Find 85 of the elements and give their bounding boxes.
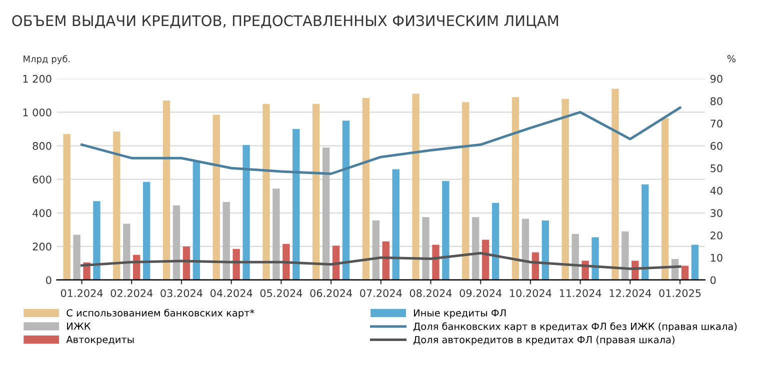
bar: [691, 244, 699, 280]
bar: [272, 188, 280, 280]
y2-tick-label: 30: [710, 209, 722, 217]
bar: [242, 144, 250, 280]
legend-label: ИЖК: [67, 322, 91, 330]
x-tick-label: 01.2025: [659, 289, 701, 298]
bar: [681, 266, 689, 280]
y-tick-label: 200: [32, 242, 52, 251]
bar: [661, 118, 669, 280]
bar: [482, 240, 490, 280]
line-series: [80, 252, 682, 270]
bar: [572, 234, 579, 280]
bar: [362, 98, 370, 280]
legend-label: Доля автокредитов в кредитах ФЛ (правая шкала): [414, 336, 674, 346]
y-tick-label: 400: [32, 209, 52, 217]
y2-tick-label: 80: [710, 97, 722, 106]
x-tick-label: 05.2024: [260, 289, 302, 298]
bar: [222, 202, 230, 280]
bar: [73, 234, 80, 280]
bar: [522, 218, 530, 280]
y2-tick-label: 10: [710, 254, 722, 262]
bar: [113, 132, 120, 280]
bar: [592, 237, 599, 280]
legend-label: Автокредиты: [66, 336, 134, 346]
bar: [142, 182, 150, 280]
bar: [412, 94, 420, 280]
bar: [642, 184, 649, 280]
legend-label: Доля банковских карт в кредитах ФЛ без ИЖК (правая шкала): [414, 322, 737, 332]
chart-title: ОБЪЕМ ВЫДАЧИ КРЕДИТОВ, ПРЕДОСТАВЛЕННЫХ ФИЗИЧЕСКИМ ЛИЦАМ: [12, 15, 558, 28]
bar: [492, 202, 500, 280]
bar: [392, 169, 400, 280]
x-tick-label: 06.2024: [310, 289, 352, 298]
y2-tick-label: 90: [710, 74, 722, 83]
x-tick-label: 09.2024: [460, 289, 502, 298]
y2-tick-label: 40: [710, 186, 722, 195]
x-tick-label: 02.2024: [110, 289, 153, 298]
x-tick-label: 01.2024: [60, 289, 103, 298]
y2-tick-label: 70: [710, 120, 722, 128]
x-tick-label: 10.2024: [510, 289, 552, 298]
bar: [432, 244, 440, 280]
y-tick-label: 600: [32, 176, 52, 184]
bar: [422, 217, 430, 280]
bar: [512, 97, 520, 280]
bar: [212, 114, 220, 280]
bar: [322, 147, 330, 280]
x-tick-label: 12.2024: [610, 289, 652, 298]
x-tick-label: 08.2024: [410, 289, 452, 298]
y-tick-label: 1 200: [23, 74, 52, 83]
bar: [442, 181, 450, 280]
bar: [462, 102, 470, 280]
bar: [93, 201, 100, 280]
bar: [612, 88, 619, 280]
line-series: [80, 106, 682, 175]
x-tick-label: 11.2024: [560, 289, 602, 298]
bar: [172, 205, 180, 280]
bar: [472, 217, 480, 280]
y2-tick-label: 0: [710, 276, 716, 284]
bar: [542, 220, 549, 280]
y-axis-title: Млрд руб.: [24, 55, 70, 64]
y-tick-label: 1 000: [23, 108, 52, 116]
bar: [282, 244, 290, 280]
bar: [382, 241, 390, 280]
y-tick-label: 800: [32, 142, 52, 150]
bar: [262, 104, 270, 280]
bar: [232, 248, 240, 280]
x-tick-label: 07.2024: [360, 289, 402, 298]
bar: [192, 162, 200, 280]
bar: [162, 100, 170, 280]
bar: [292, 129, 300, 280]
y2-tick-label: 60: [710, 142, 722, 150]
bar: [562, 98, 569, 280]
bar: [372, 220, 380, 280]
bar: [312, 104, 320, 280]
bar: [622, 231, 629, 280]
x-tick-label: 04.2024: [210, 289, 252, 298]
y2-tick-label: 50: [710, 164, 722, 172]
legend-label: Иные кредиты ФЛ: [414, 309, 506, 318]
y2-axis-title: %: [727, 55, 736, 62]
legend-label: С использованием банковских карт*: [66, 308, 254, 318]
x-tick-label: 03.2024: [160, 289, 202, 298]
bar: [63, 134, 70, 280]
bar: [123, 224, 130, 280]
y2-tick-label: 20: [710, 231, 722, 240]
y-tick-label: 0: [46, 276, 52, 284]
bar: [342, 120, 350, 280]
